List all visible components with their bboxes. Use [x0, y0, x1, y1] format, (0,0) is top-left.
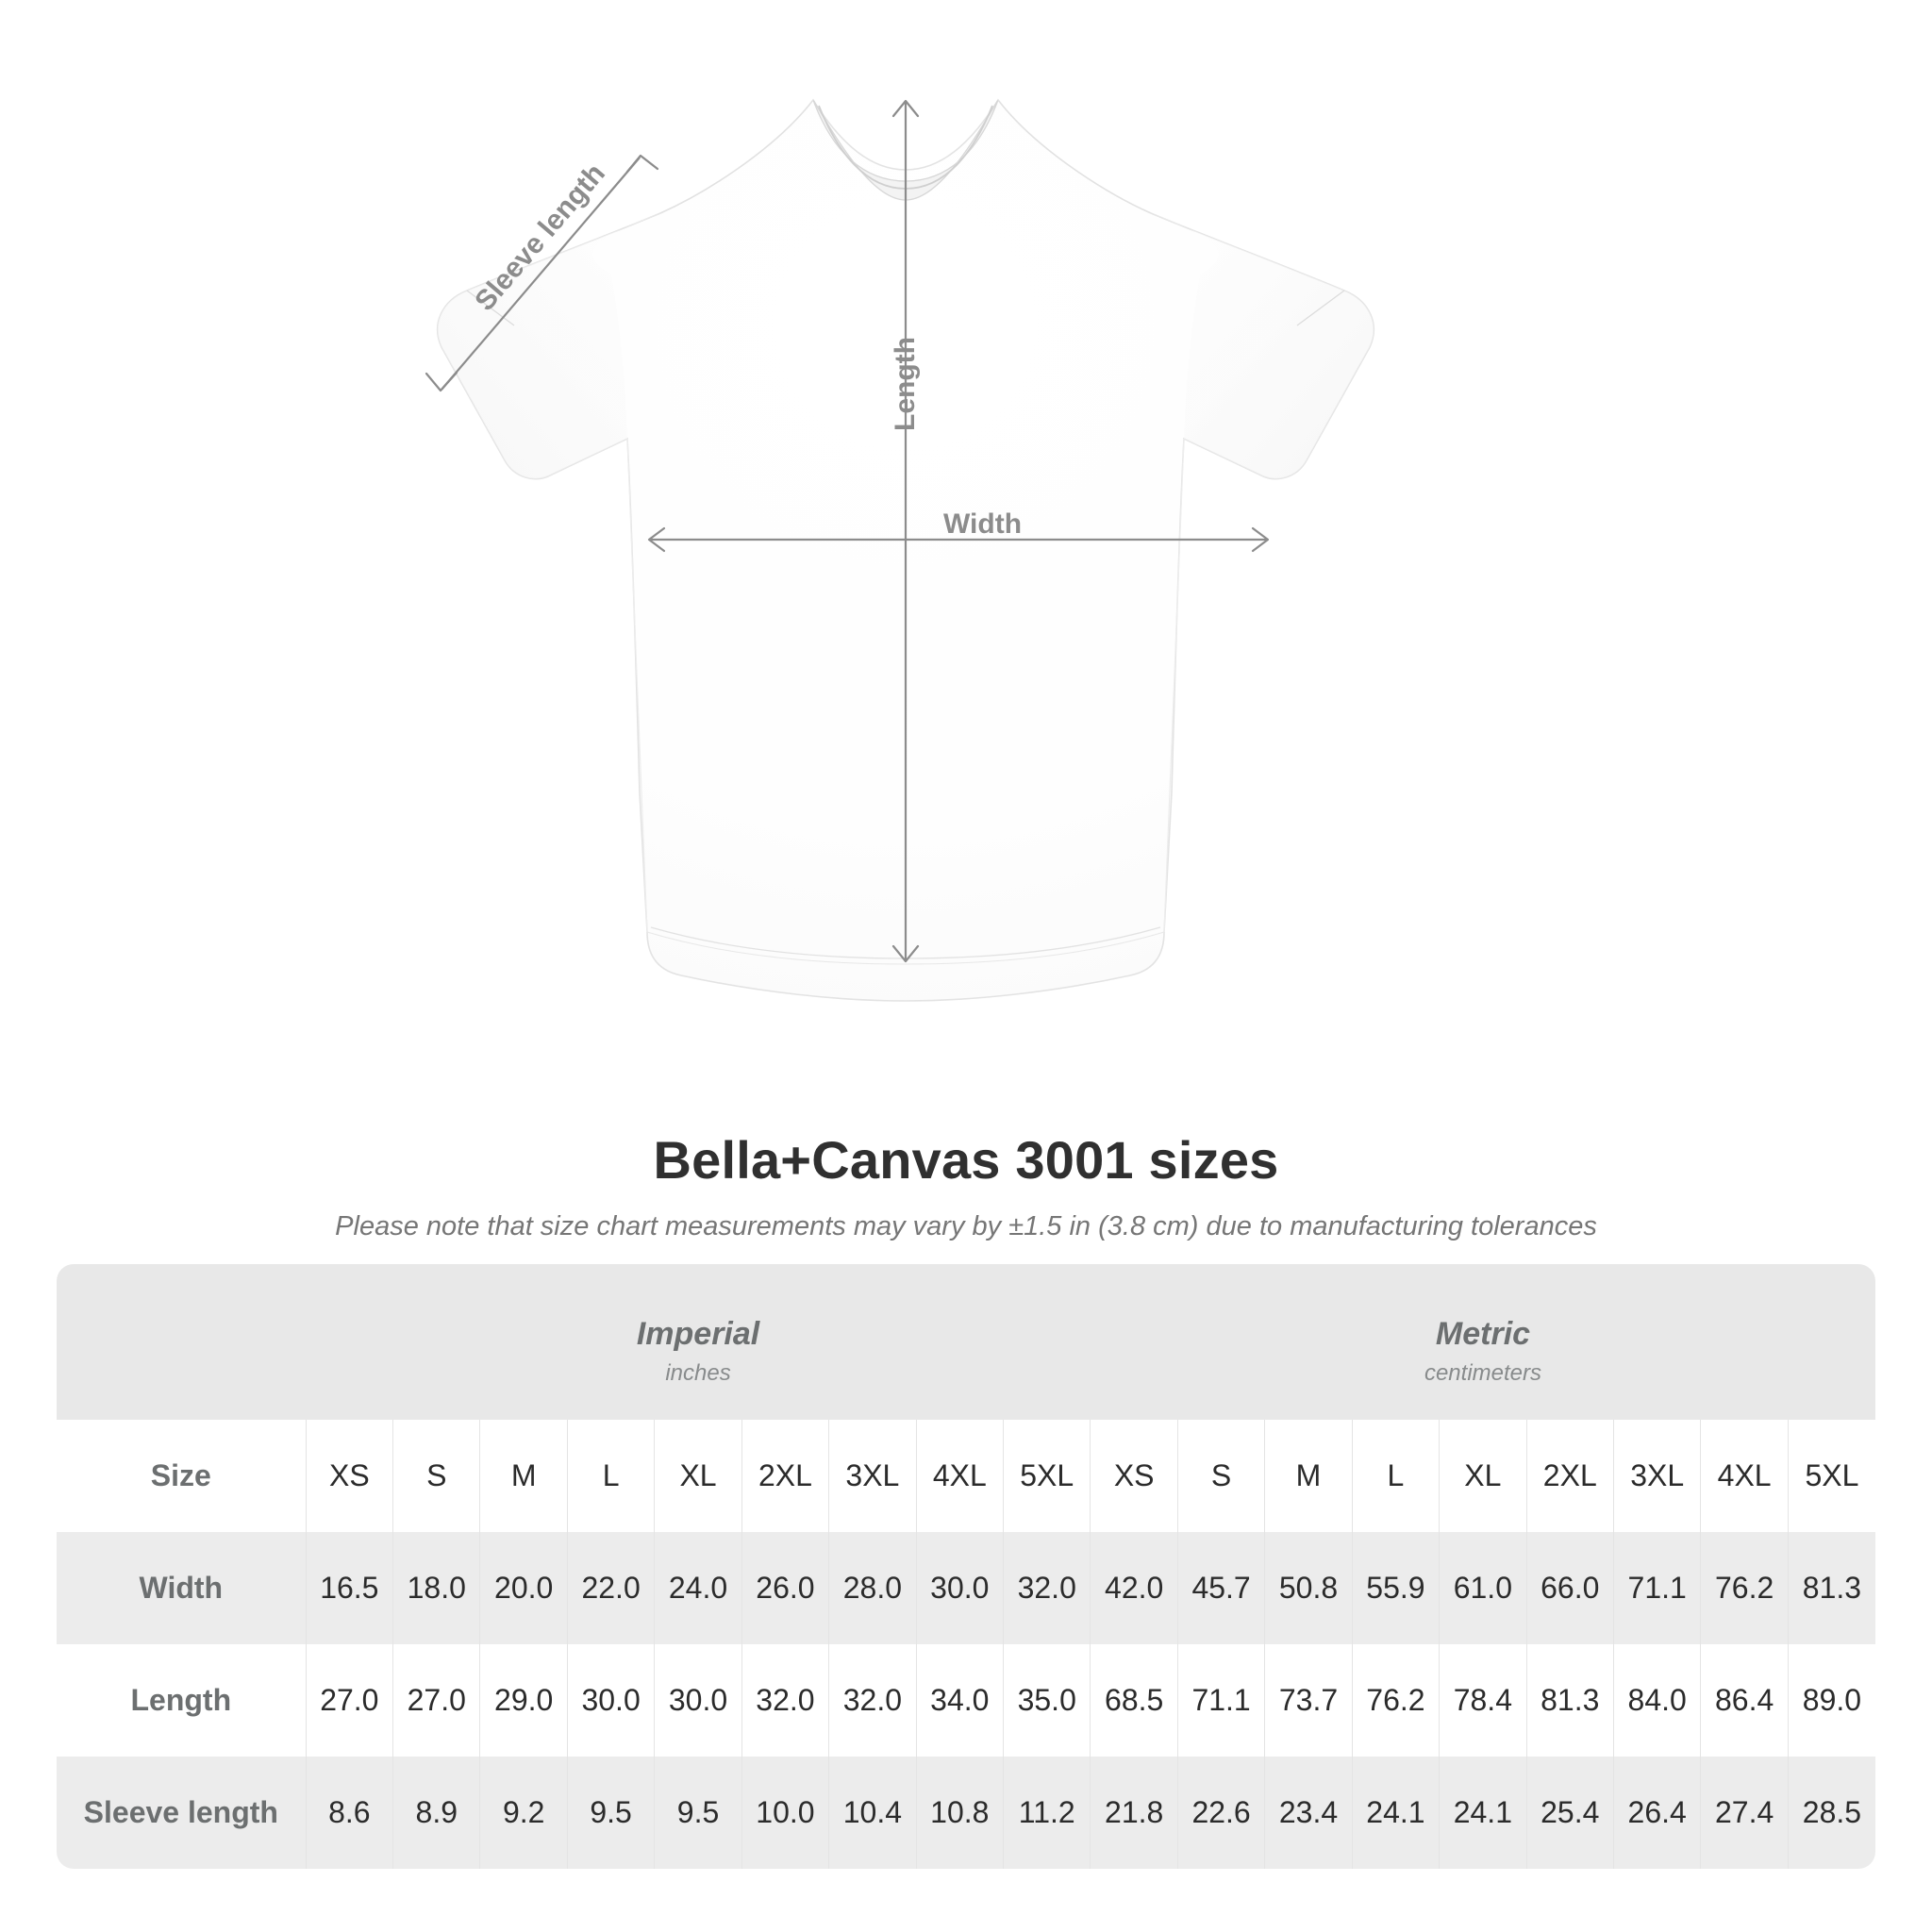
svg-text:Width: Width [943, 508, 1022, 540]
